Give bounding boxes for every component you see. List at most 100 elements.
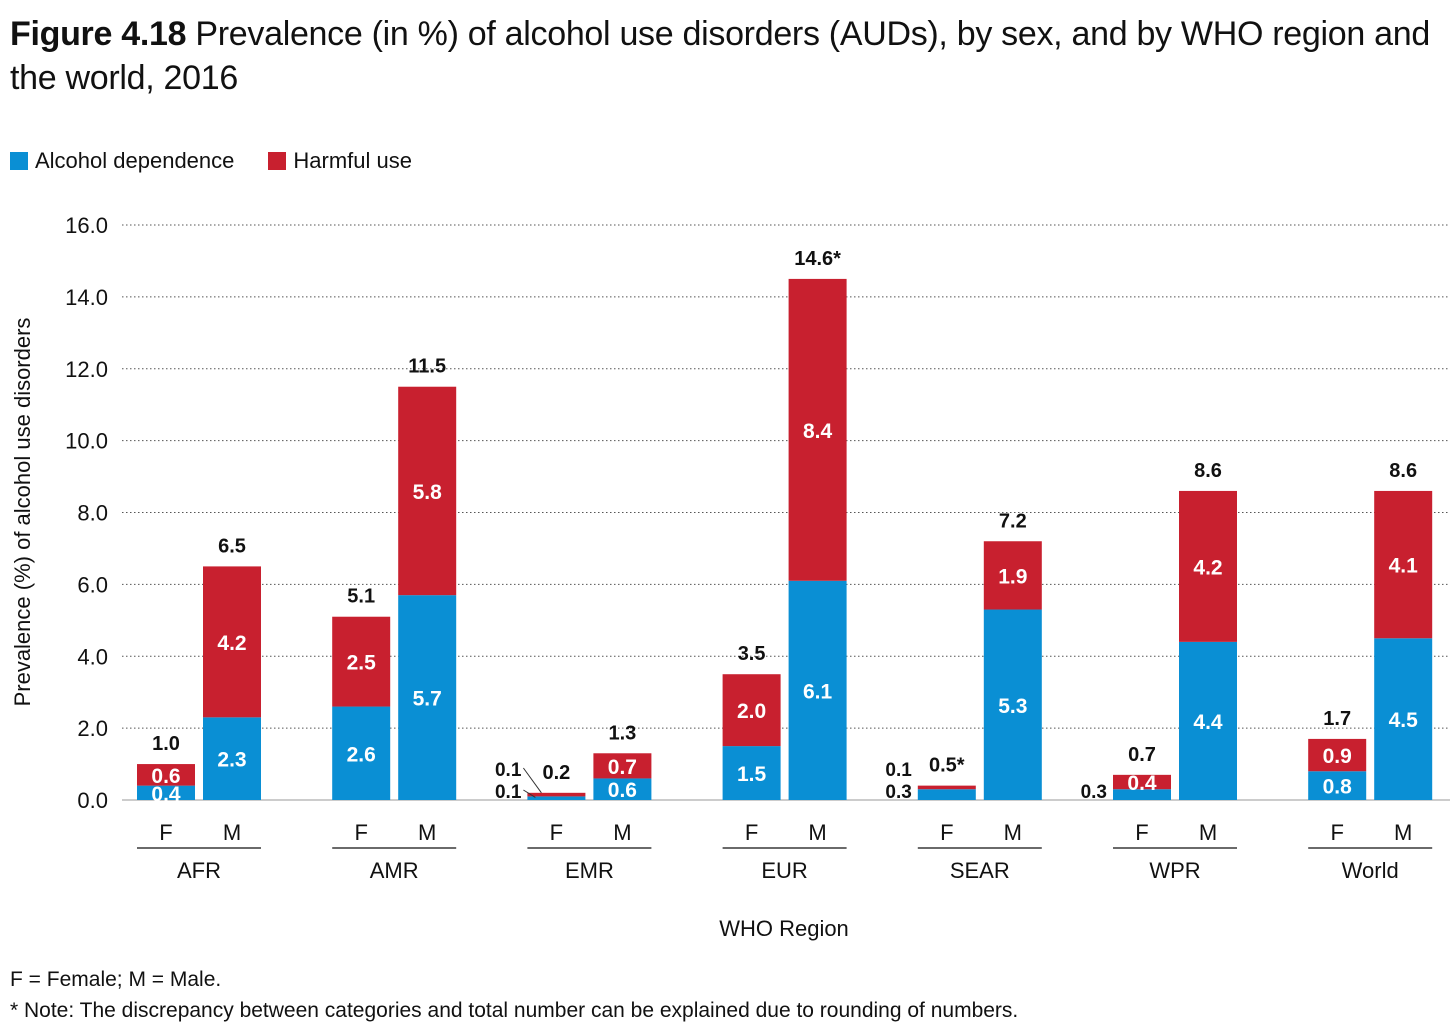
data-label-dependence: 0.8: [1323, 776, 1353, 799]
data-label-dependence: 0.1: [495, 782, 522, 803]
data-label-harmful: 0.7: [608, 756, 637, 779]
bar-segment-harmful: [398, 386, 457, 596]
data-label-dependence: 0.3: [885, 782, 911, 803]
sex-label: F: [940, 820, 953, 845]
note-rounding: * Note: The discrepancy between categori…: [10, 999, 1019, 1022]
sex-label: M: [613, 820, 631, 845]
y-tick-label: 10.0: [65, 429, 108, 454]
legend-swatch-harmful: [268, 152, 287, 170]
region-label: EMR: [565, 858, 614, 883]
data-label-harmful: 0.1: [885, 760, 912, 781]
sex-label: F: [354, 820, 367, 845]
bar-segment-dependence: [722, 746, 781, 800]
data-label-harmful: 0.4: [1127, 772, 1157, 795]
legend-item-dependence: Alcohol dependence: [10, 148, 234, 174]
data-label-harmful: 0.6: [151, 765, 180, 788]
data-label-dependence: 2.6: [347, 743, 376, 766]
total-label: 5.1: [347, 586, 375, 608]
legend: Alcohol dependence Harmful use: [10, 146, 446, 176]
total-label: 0.7: [1128, 744, 1156, 766]
total-label: 8.6: [1194, 460, 1222, 482]
data-label-dependence: 2.3: [217, 749, 246, 772]
y-tick-label: 16.0: [65, 213, 108, 238]
y-tick-label: 8.0: [77, 501, 108, 526]
bar-segment-dependence: [593, 778, 652, 800]
data-label-dependence: 5.7: [413, 688, 442, 711]
legend-label-harmful: Harmful use: [293, 148, 412, 173]
figure-label: Figure 4.18: [10, 15, 187, 53]
region-label: EUR: [761, 858, 807, 883]
leader-line: [522, 767, 542, 794]
bar-segment-dependence: [917, 789, 976, 800]
note-sex-key: F = Female; M = Male.: [10, 968, 222, 991]
data-label-dependence: 0.4: [151, 783, 181, 806]
total-label: 0.5*: [929, 755, 965, 777]
bar-segment-harmful: [593, 753, 652, 779]
data-label-harmful: 2.5: [347, 652, 377, 675]
bar-segment-dependence: [1308, 771, 1367, 800]
sex-label: M: [1199, 820, 1217, 845]
bar-segment-harmful: [203, 566, 261, 718]
region-label: AMR: [370, 858, 419, 883]
chart-canvas: 0.0 2.0 4.0 6.0 8.0 10.0 12.0 14.0 16.0 Prevalenc…: [10, 213, 1450, 941]
bar-segment-dependence: [1179, 641, 1237, 800]
data-label-dependence: 0.3: [1081, 782, 1107, 803]
sex-label: M: [1394, 820, 1412, 845]
data-label-harmful: 0.9: [1323, 745, 1352, 768]
data-label-dependence: 1.5: [737, 763, 767, 786]
data-label-harmful: 1.9: [998, 565, 1027, 588]
bar-segment-harmful: [917, 785, 976, 790]
total-label: 6.5: [218, 535, 246, 557]
data-label-harmful: 8.4: [803, 420, 833, 443]
bar-segment-harmful: [527, 792, 586, 797]
total-label: 3.5: [738, 643, 766, 665]
bar-segment-dependence: [137, 785, 195, 800]
sex-label: M: [808, 820, 826, 845]
bar-segment-harmful: [788, 278, 847, 581]
data-label-harmful: 0.1: [495, 760, 522, 781]
sex-label: F: [159, 820, 172, 845]
total-label: 11.5: [408, 356, 446, 378]
region-label: World: [1342, 858, 1399, 883]
sex-label: F: [745, 820, 758, 845]
bar-segment-harmful: [1179, 490, 1237, 642]
total-label: 1.3: [608, 722, 636, 744]
bar-segment-dependence: [788, 580, 847, 800]
region-label: AFR: [177, 858, 221, 883]
data-label-harmful: 2.0: [737, 700, 766, 723]
chart-title: Figure 4.18 Prevalence (in %) of alcohol…: [10, 12, 1440, 100]
sex-label: F: [1135, 820, 1148, 845]
bar-segment-harmful: [1374, 490, 1433, 639]
bar-segment-dependence: [527, 796, 586, 800]
legend-swatch-dependence: [10, 152, 28, 170]
sex-label: M: [223, 820, 241, 845]
legend-label-dependence: Alcohol dependence: [35, 148, 235, 173]
y-tick-label: 4.0: [77, 644, 108, 669]
chart-notes: F = Female; M = Male. * Note: The discre…: [10, 964, 1018, 1026]
bar-segment-dependence: [983, 609, 1042, 800]
sex-label: M: [1004, 820, 1022, 845]
sex-label: F: [1330, 820, 1343, 845]
data-label-harmful: 4.2: [217, 632, 246, 655]
figure-title-text: Prevalence (in %) of alcohol use disorde…: [10, 15, 1430, 97]
data-label-dependence: 4.4: [1193, 711, 1223, 734]
total-label: 7.2: [999, 510, 1027, 532]
data-label-dependence: 6.1: [803, 680, 833, 703]
sex-label: F: [550, 820, 563, 845]
total-label: 14.6*: [794, 248, 841, 270]
bar-segment-dependence: [1113, 789, 1171, 800]
total-label: 1.7: [1323, 708, 1351, 730]
total-label: 0.2: [542, 762, 570, 784]
bar-segment-dependence: [332, 706, 391, 800]
bar-segment-harmful: [722, 674, 781, 747]
x-axis-title: WHO Region: [719, 916, 849, 941]
region-label: WPR: [1149, 858, 1200, 883]
y-axis-title: Prevalence (%) of alcohol use disorders: [10, 318, 35, 707]
y-tick-label: 14.0: [65, 285, 108, 310]
y-tick-label: 2.0: [77, 716, 108, 741]
data-label-harmful: 5.8: [413, 481, 443, 504]
data-label-harmful: 4.2: [1193, 556, 1222, 579]
data-label-dependence: 0.6: [608, 779, 637, 802]
sex-label: M: [418, 820, 436, 845]
region-label: SEAR: [950, 858, 1010, 883]
